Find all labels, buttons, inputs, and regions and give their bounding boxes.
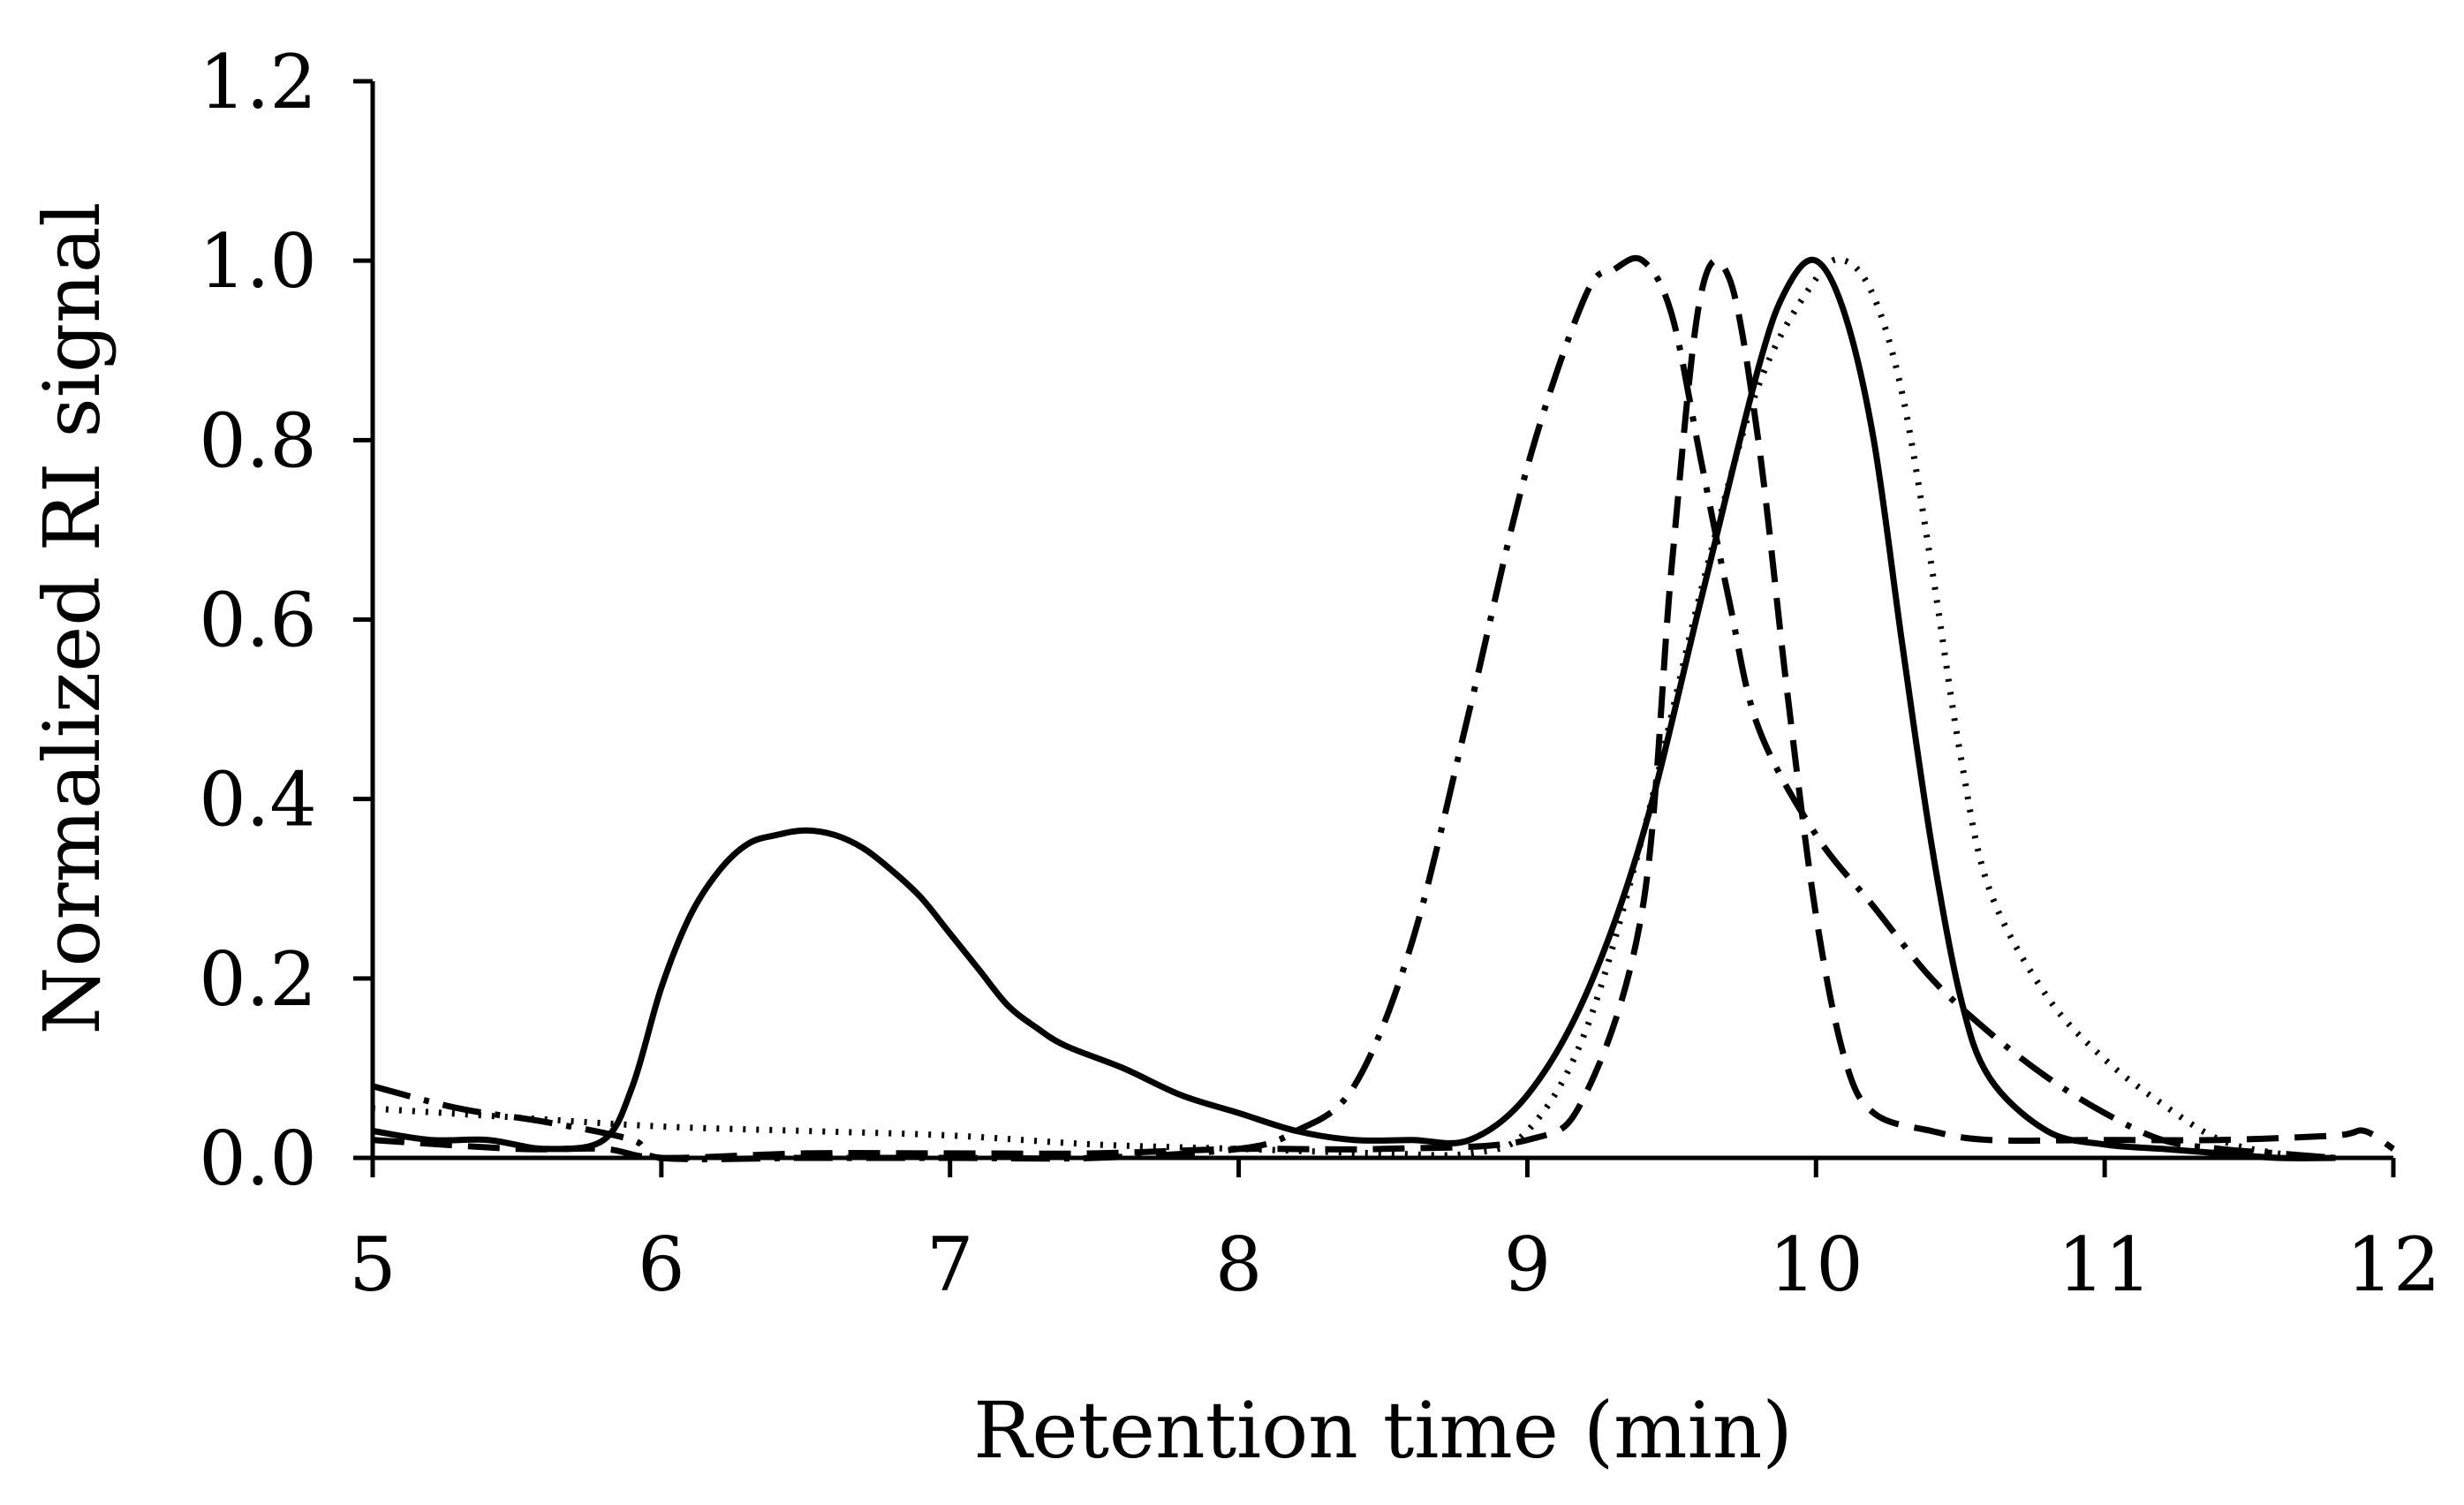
x-axis-title: Retention time (min) (973, 1385, 1793, 1476)
series-line-dashed (372, 257, 2395, 1161)
x-tick-label: 11 (2058, 1221, 2152, 1308)
y-tick-label: 1.0 (199, 218, 317, 305)
y-tick-label: 0.2 (199, 936, 317, 1023)
x-ticks: 5 6 7 8 9 10 11 12 (349, 1158, 2440, 1308)
x-tick-label: 12 (2347, 1221, 2441, 1308)
y-tick-label: 0.8 (199, 397, 317, 484)
x-tick-label: 7 (926, 1221, 973, 1308)
series-line-solid (372, 256, 2336, 1161)
x-tick-label: 8 (1215, 1221, 1262, 1308)
x-tick-label: 6 (638, 1221, 684, 1308)
y-axis-title: Normalized RI signal (26, 202, 117, 1035)
y-tick-label: 0.0 (199, 1116, 317, 1202)
x-tick-label: 5 (349, 1221, 396, 1308)
y-tick-label: 0.6 (199, 578, 317, 664)
y-ticks: 0.0 0.2 0.4 0.6 0.8 1.0 1.2 (199, 39, 373, 1202)
x-tick-label: 10 (1769, 1221, 1863, 1308)
x-tick-label: 9 (1504, 1221, 1551, 1308)
y-tick-label: 1.2 (199, 39, 317, 125)
y-tick-label: 0.4 (199, 757, 317, 843)
